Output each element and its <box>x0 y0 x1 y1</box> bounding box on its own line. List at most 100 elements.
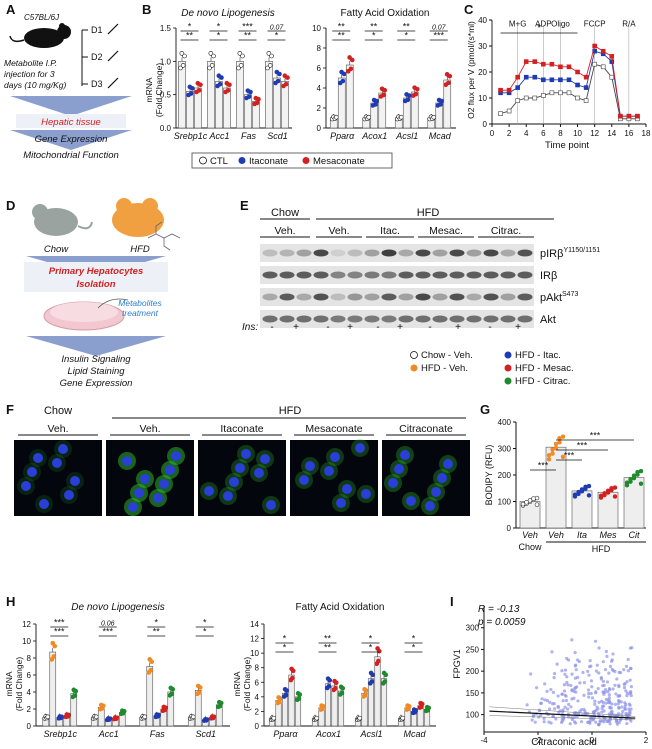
g-point <box>598 493 604 499</box>
c-point <box>523 74 529 80</box>
h-left-ytick: 12 <box>22 620 31 629</box>
i-point <box>579 720 584 724</box>
e-band <box>466 249 482 257</box>
b-left-ytick: 0.5 <box>160 91 172 100</box>
b-right-point <box>374 98 380 104</box>
i-point <box>622 686 627 690</box>
i-xtick: -2 <box>534 736 542 745</box>
b-right-sig: *** <box>433 31 444 41</box>
e-band <box>330 315 346 323</box>
e-band <box>398 249 414 257</box>
g-group-hfd: HFD <box>592 544 611 554</box>
panel-letter-i: I <box>450 594 454 609</box>
e-band <box>364 249 380 257</box>
b-right-gene-label: Mcad <box>429 131 452 141</box>
b-left-ytick: 1.5 <box>160 24 172 33</box>
b-left-bar <box>207 61 215 129</box>
i-ytick: 100 <box>466 711 480 720</box>
i-point <box>562 689 567 693</box>
b-left-point <box>198 82 203 88</box>
e-band <box>262 293 278 301</box>
molecule-icon <box>147 221 181 251</box>
e-band <box>279 271 295 279</box>
i-point <box>569 705 573 709</box>
i-point <box>588 721 592 725</box>
c-xtick: 16 <box>624 129 633 138</box>
b-left-point <box>240 53 245 59</box>
c-point <box>515 74 520 80</box>
i-ytick: 250 <box>466 645 480 654</box>
h-left-point <box>149 659 155 665</box>
h-right-point <box>363 688 369 693</box>
d-output-3: Gene Expression <box>60 378 133 389</box>
i-point <box>534 686 539 690</box>
i-point <box>560 669 564 673</box>
h-right-bar <box>331 685 338 727</box>
e-band <box>262 315 278 323</box>
i-point <box>540 697 544 701</box>
b-left-gene-label: Fas <box>241 131 257 141</box>
b-left-point <box>236 65 241 71</box>
e-band <box>517 249 533 257</box>
e-ins-sign: - <box>270 322 273 333</box>
i-point <box>545 698 550 703</box>
b-right-sig: * <box>404 31 408 41</box>
c-ytick: 40 <box>478 16 487 25</box>
b-right-sig: ** <box>403 22 411 32</box>
i-point <box>600 704 605 708</box>
e-band-label: pAktS473 <box>540 291 578 304</box>
b-left-sig: ** <box>186 31 194 41</box>
i-point <box>587 691 591 696</box>
b-right-point <box>382 87 388 93</box>
h-right-bar <box>367 678 375 727</box>
i-point <box>582 681 587 685</box>
d-treatment-1: Metabolites <box>118 298 162 308</box>
e-band <box>330 249 346 257</box>
c-ytick: 0 <box>483 120 488 129</box>
i-point <box>589 679 594 683</box>
b-right-point <box>333 114 339 120</box>
injection-line-2: injection for 3 <box>4 69 55 79</box>
e-band <box>279 315 295 323</box>
e-band <box>347 249 363 257</box>
b-right-point <box>340 78 346 84</box>
i-point <box>614 692 618 696</box>
f-nucleus <box>400 450 410 460</box>
i-ylabel: FPGV1 <box>452 649 462 679</box>
h-left-point <box>204 717 210 722</box>
i-regression-line <box>489 710 636 719</box>
i-point <box>576 699 580 703</box>
i-point <box>628 666 633 670</box>
h-left-ytick: 0 <box>27 722 32 731</box>
i-point <box>547 720 551 724</box>
i-point <box>626 712 630 716</box>
panel-e: E Chow HFD Veh. Veh. Itac. Mesac. Citrac. pI… <box>240 198 600 387</box>
h-right-gene-label: Acox1 <box>315 729 341 739</box>
e-band <box>381 249 397 257</box>
h-right-bar <box>380 678 388 727</box>
h-left-sig: *** <box>102 627 113 637</box>
f-panel-label: Mesaconate <box>305 423 362 435</box>
e-ins-sign: + <box>347 322 353 333</box>
i-xlabel: Citraconic acid <box>531 737 597 748</box>
b-right-ytick: 0 <box>317 124 322 133</box>
f-nucleus <box>324 466 334 476</box>
h-left-point <box>121 709 127 714</box>
h-right-point <box>296 696 302 701</box>
i-point <box>597 700 601 705</box>
h-left-bar <box>146 666 154 727</box>
i-point <box>543 698 547 702</box>
i-point <box>563 672 567 676</box>
chow-mouse-icon <box>32 204 93 236</box>
h-ylabel-right-2: (Fold Change) <box>242 657 252 712</box>
h-right-sig: * <box>412 643 416 653</box>
h-left-point <box>107 716 113 721</box>
e-blot-strip <box>260 266 534 284</box>
e-band <box>466 315 482 323</box>
g-ytick: 200 <box>498 471 512 480</box>
i-point <box>628 678 632 682</box>
legend-itaconate: Itaconate <box>249 156 288 167</box>
g-ytick: 300 <box>498 445 512 454</box>
e-chow-label: Chow <box>271 207 299 219</box>
g-category: Veh <box>522 530 538 540</box>
